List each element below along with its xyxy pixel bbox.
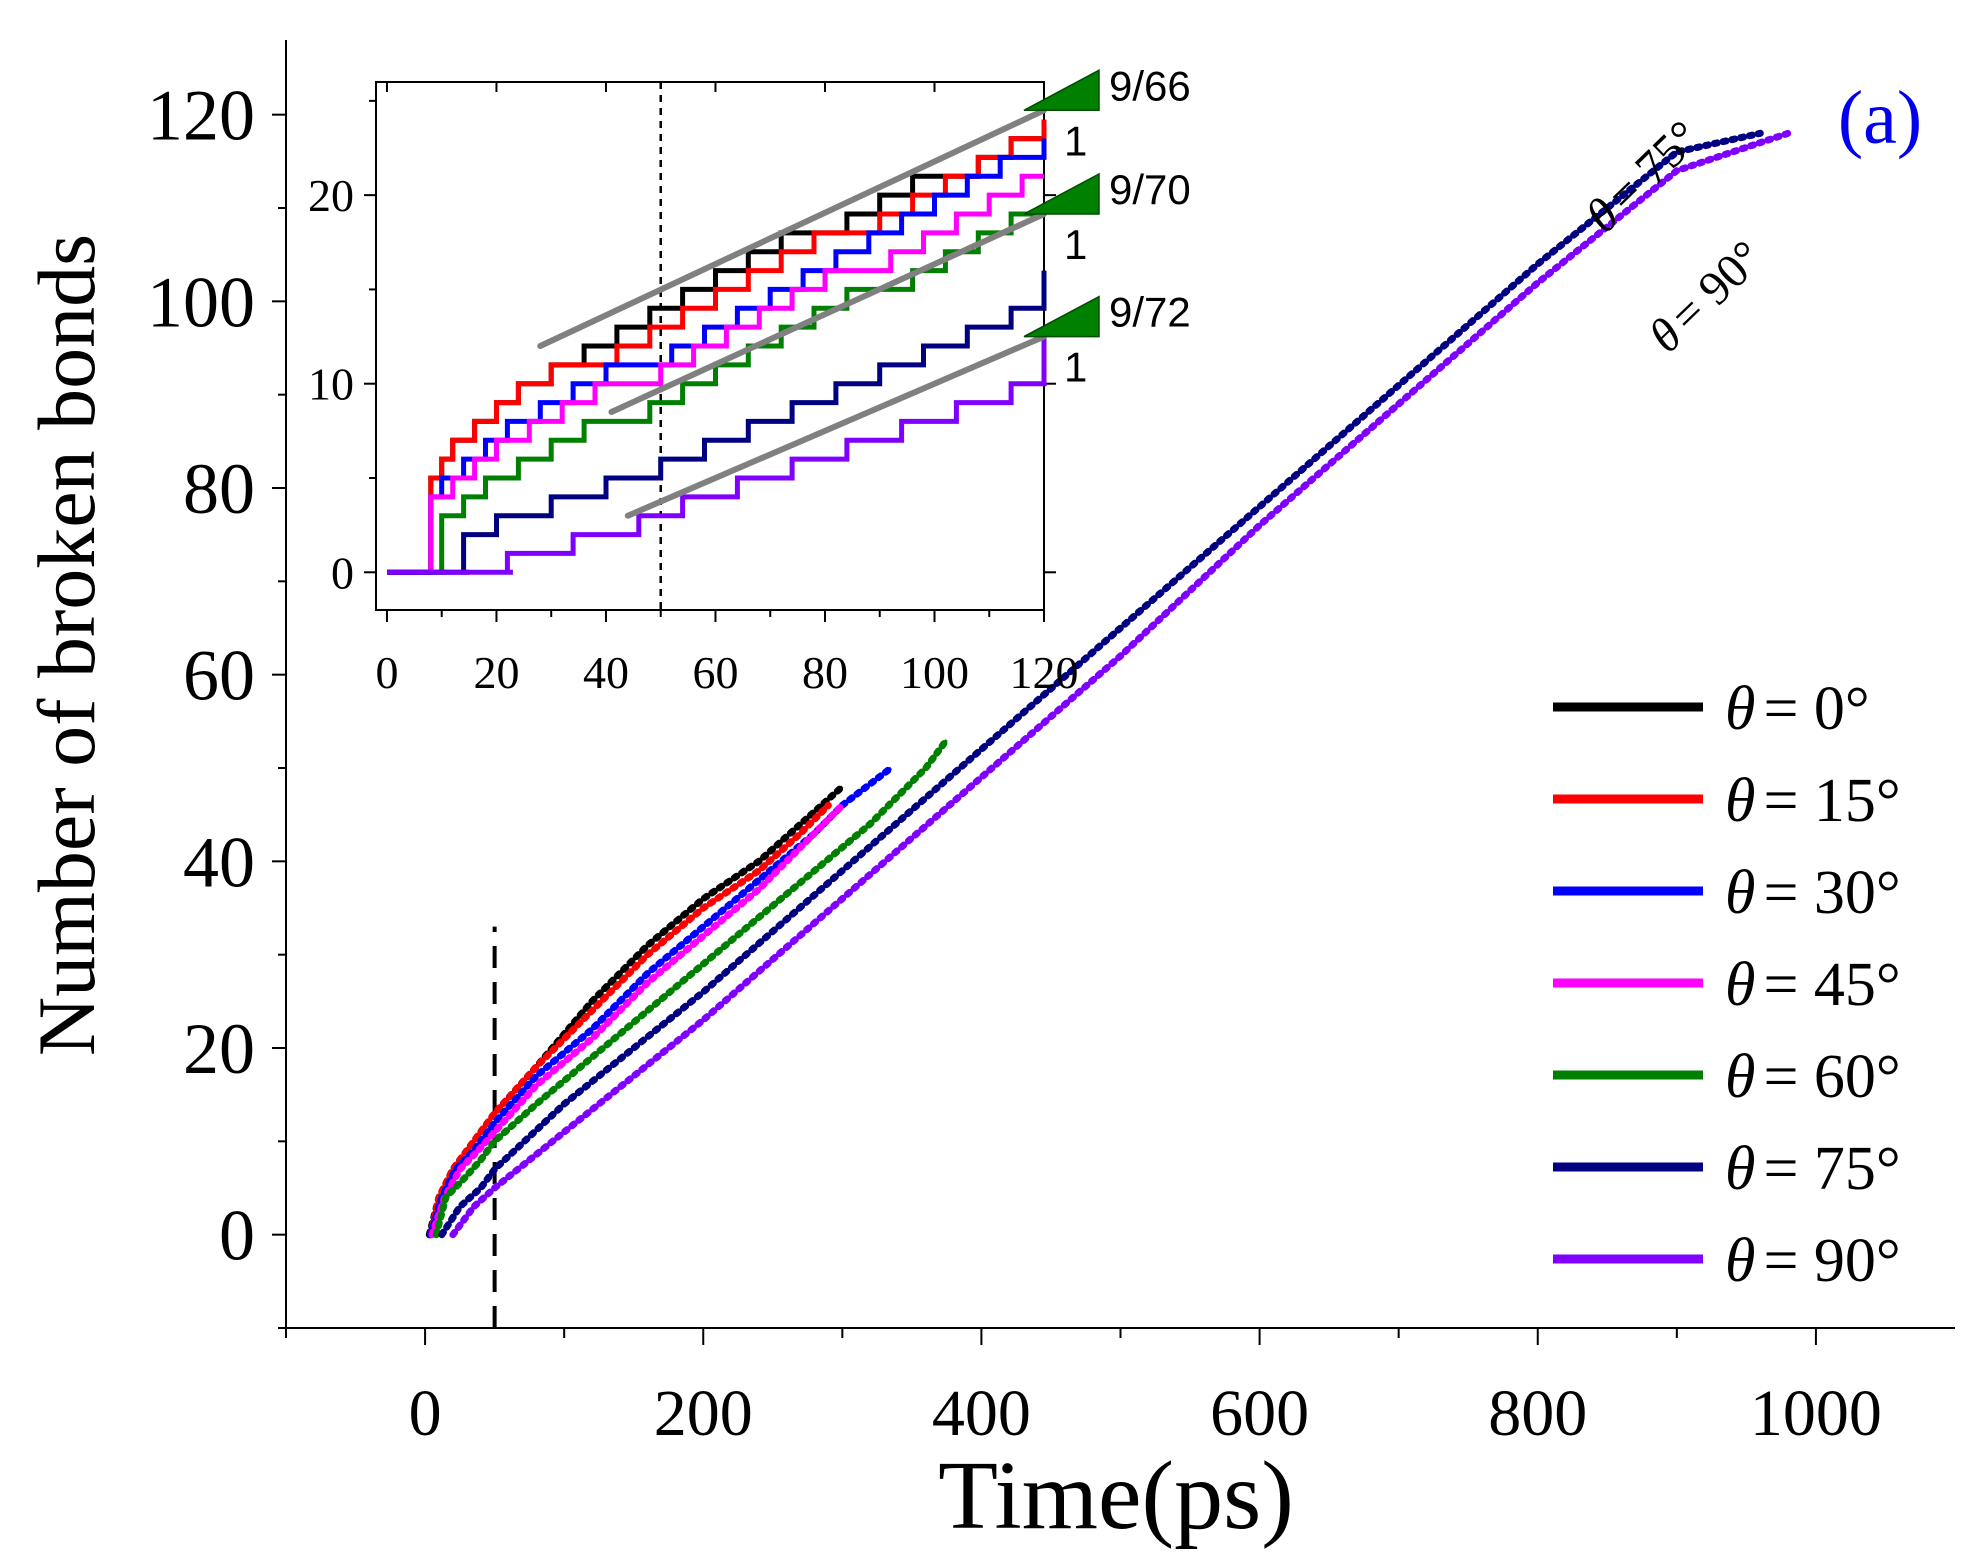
legend-theta-value: = 75°: [1763, 1135, 1900, 1203]
inset-slope-line-1: [537, 107, 1047, 349]
legend-theta-value: = 0°: [1763, 675, 1869, 743]
series-theta-90-core: [451, 131, 1789, 1236]
legend-label-theta-15: θ = 15°: [1725, 767, 1901, 835]
main-y-axis-label: Number of broken bonds: [21, 234, 112, 1056]
legend-theta-value: = 15°: [1763, 767, 1900, 835]
inset-y-tick-label: 20: [308, 170, 354, 221]
legend-theta-symbol: θ: [1725, 1043, 1755, 1111]
series-theta-45-core: [430, 804, 844, 1236]
legend-theta-value: = 30°: [1763, 859, 1900, 927]
legend-label-theta-45: θ = 45°: [1725, 951, 1901, 1019]
annotation-theta-90-text: = 90°: [1660, 230, 1773, 342]
inset-slope-triangle-2: [1023, 172, 1100, 215]
inset-series-theta-45: [387, 173, 1044, 575]
main-y-tick-label: 20: [183, 1009, 255, 1089]
main-y-tick-label: 100: [147, 262, 255, 342]
main-x-ticks: 0 200 400 600 800 1000: [285, 1328, 1882, 1450]
main-series: [425, 129, 1792, 1239]
inset-x-tick-label: 40: [583, 647, 629, 698]
inset-series-theta-30: [387, 138, 1047, 575]
inset-slope-value-3: 9/72: [1109, 289, 1191, 336]
inset-x-tick-label: 20: [473, 647, 519, 698]
legend-label-theta-90: θ = 90°: [1725, 1227, 1901, 1295]
legend-theta-symbol: θ: [1725, 1227, 1755, 1295]
legend-theta-symbol: θ: [1725, 859, 1755, 927]
inset-slope-triangles: 9/66 1 9/70 1 9/72 1: [1023, 62, 1191, 391]
inset-x-tick-label: 60: [692, 647, 738, 698]
main-y-tick-label: 80: [183, 449, 255, 529]
inset-slope-run-1: 1: [1064, 117, 1087, 164]
legend-theta-value: = 45°: [1763, 951, 1900, 1019]
legend-theta-value: = 60°: [1763, 1043, 1900, 1111]
series-theta-60: [432, 736, 951, 1239]
legend-theta-symbol: θ: [1725, 767, 1755, 835]
main-x-tick-label: 1000: [1750, 1377, 1882, 1450]
svg-text:θ= 90°: θ= 90°: [1639, 230, 1774, 362]
inset-slope-run-3: 1: [1064, 344, 1087, 391]
inset-slope-value-1: 9/66: [1109, 62, 1191, 109]
legend-label-theta-75: θ = 75°: [1725, 1135, 1901, 1203]
legend-theta-value: = 90°: [1763, 1227, 1900, 1295]
legend-label-theta-30: θ = 30°: [1725, 859, 1901, 927]
main-y-tick-label: 0: [219, 1196, 255, 1276]
legend-theta-symbol: θ: [1725, 1135, 1755, 1203]
series-theta-60-core: [434, 739, 948, 1236]
main-x-tick-label: 600: [1210, 1377, 1309, 1450]
inset-x-tick-label: 120: [1010, 647, 1079, 698]
inset-series-theta-90: [387, 327, 1047, 575]
main-y-tick-label: 120: [147, 76, 255, 156]
legend: θ = 0°θ = 15°θ = 30°θ = 45°θ = 60°θ = 75°θ = 90…: [1553, 675, 1901, 1295]
inset-plot: 0 20 40 60 80 100 120 0 10 20 9/66 1 9/70 1 9/72 1: [308, 62, 1191, 698]
main-y-tick-label: 60: [183, 636, 255, 716]
inset-slope-line-2: [608, 211, 1047, 415]
main-x-axis-label: Time(ps): [938, 1442, 1294, 1550]
main-x-tick-label: 200: [654, 1377, 753, 1450]
inset-x-tick-label: 80: [802, 647, 848, 698]
inset-x-tick-label: 0: [375, 647, 398, 698]
main-x-tick-label: 800: [1488, 1377, 1587, 1450]
inset-ticks: 0 20 40 60 80 100 120 0 10 20: [308, 82, 1079, 698]
annotation-theta-90: θ= 90°: [1639, 230, 1774, 362]
inset-slope-run-2: 1: [1064, 221, 1087, 268]
panel-label: (a): [1838, 76, 1922, 160]
inset-series-theta-75: [387, 270, 1047, 575]
series-theta-75-core: [440, 131, 1761, 1236]
inset-slope-line-3: [624, 333, 1047, 519]
inset-slope-lines: [537, 107, 1047, 519]
svg-text:θ= 75°: θ= 75°: [1576, 110, 1711, 242]
annotation-theta-75: θ= 75°: [1576, 110, 1711, 242]
inset-slope-triangle-3: [1023, 295, 1100, 338]
inset-slope-triangle-1: [1023, 69, 1100, 112]
main-x-tick-label: 400: [932, 1377, 1031, 1450]
inset-series-theta-60: [387, 211, 1044, 575]
legend-label-theta-0: θ = 0°: [1725, 675, 1870, 743]
legend-theta-symbol: θ: [1725, 951, 1755, 1019]
inset-y-tick-label: 10: [308, 359, 354, 410]
main-y-ticks: 0 20 40 60 80 100 120: [147, 76, 286, 1329]
main-y-tick-label: 40: [183, 822, 255, 902]
inset-x-tick-label: 100: [900, 647, 969, 698]
inset-slope-value-2: 9/70: [1109, 166, 1191, 213]
main-x-tick-label: 0: [409, 1377, 442, 1450]
inset-y-tick-label: 0: [331, 547, 354, 598]
legend-label-theta-60: θ = 60°: [1725, 1043, 1901, 1111]
legend-theta-symbol: θ: [1725, 675, 1755, 743]
inset-series: [387, 119, 1047, 575]
